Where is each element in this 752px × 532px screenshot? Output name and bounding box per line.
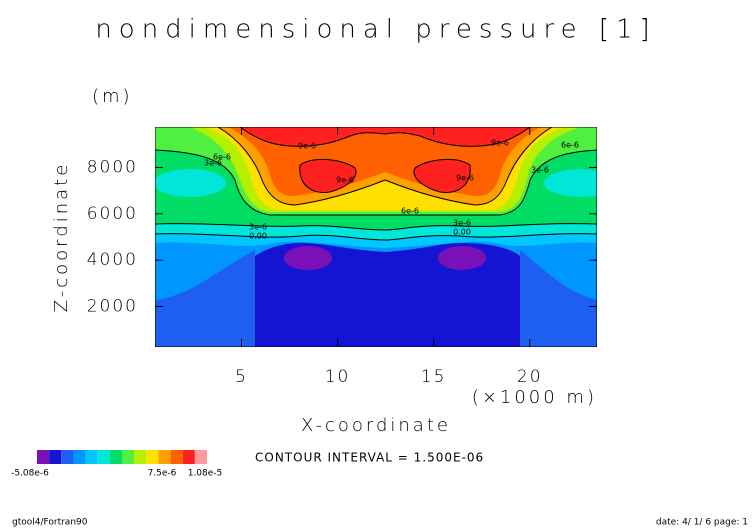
contour-label: 9e-6	[491, 139, 509, 148]
colorbar-label: -5.08e-6	[11, 469, 49, 479]
colorbar-box	[182, 450, 195, 464]
colorbar-box	[194, 450, 207, 464]
footer-left: gtool4/Fortran90	[12, 518, 88, 528]
region	[284, 246, 332, 270]
colorbar-box	[61, 450, 74, 464]
contour-label: 3e-6	[531, 166, 549, 175]
contour-label: 9e-6	[456, 174, 474, 183]
colorbar-box	[49, 450, 62, 464]
x-unit: (×1000 m)	[472, 387, 597, 408]
contour-label: 3e-6	[249, 223, 267, 232]
contour-label: 0.00	[249, 232, 267, 241]
contour-label: 0.00	[453, 228, 471, 237]
y-tick-label: 2000	[87, 296, 138, 316]
contour-label: 6e-6	[561, 141, 579, 150]
y-tick-label: 6000	[87, 204, 138, 224]
region	[438, 246, 486, 270]
region	[520, 250, 597, 347]
colorbar-box	[85, 450, 98, 464]
region	[155, 250, 255, 347]
y-tick-label: 4000	[87, 250, 138, 270]
colorbar-label: 1.08e-5	[188, 469, 223, 479]
colorbar-box	[109, 450, 122, 464]
y-axis-label: Z-coordinate	[51, 162, 72, 313]
x-tick-label: 5	[235, 367, 248, 387]
contour-label: 3e-6	[453, 219, 471, 228]
contour-field	[155, 127, 597, 347]
contour-label: 3e-6	[204, 159, 222, 168]
x-tick-label: 10	[325, 367, 351, 387]
colorbar-box	[134, 450, 147, 464]
colorbar-box	[146, 450, 159, 464]
footer-right: date: 4/ 1/ 6 page: 1	[656, 518, 748, 528]
x-tick-label: 20	[517, 367, 543, 387]
region	[299, 159, 356, 193]
y-unit: (m)	[92, 86, 133, 107]
region	[155, 169, 226, 197]
y-tick-label: 8000	[87, 158, 138, 178]
contour-label: 9e-6	[298, 142, 316, 151]
chart-title: nondimensional pressure [1]	[95, 15, 656, 45]
region	[240, 127, 530, 147]
contour-label: 6e-6	[401, 207, 419, 216]
colorbar-box	[97, 450, 110, 464]
colorbar-box	[73, 450, 86, 464]
colorbar-box	[170, 450, 183, 464]
annotation: CONTOUR INTERVAL = 1.500E-06	[255, 451, 484, 465]
x-tick-label: 15	[421, 367, 447, 387]
colorbar-box	[122, 450, 135, 464]
colorbar-box	[158, 450, 171, 464]
colorbar-box	[37, 450, 50, 464]
x-axis-label: X-coordinate	[301, 415, 451, 436]
region	[414, 159, 471, 193]
region	[544, 169, 597, 197]
colorbar-label: 7.5e-6	[148, 469, 177, 479]
contour-label: 9e-6	[336, 176, 354, 185]
contour-label: 6e-6	[213, 153, 231, 162]
